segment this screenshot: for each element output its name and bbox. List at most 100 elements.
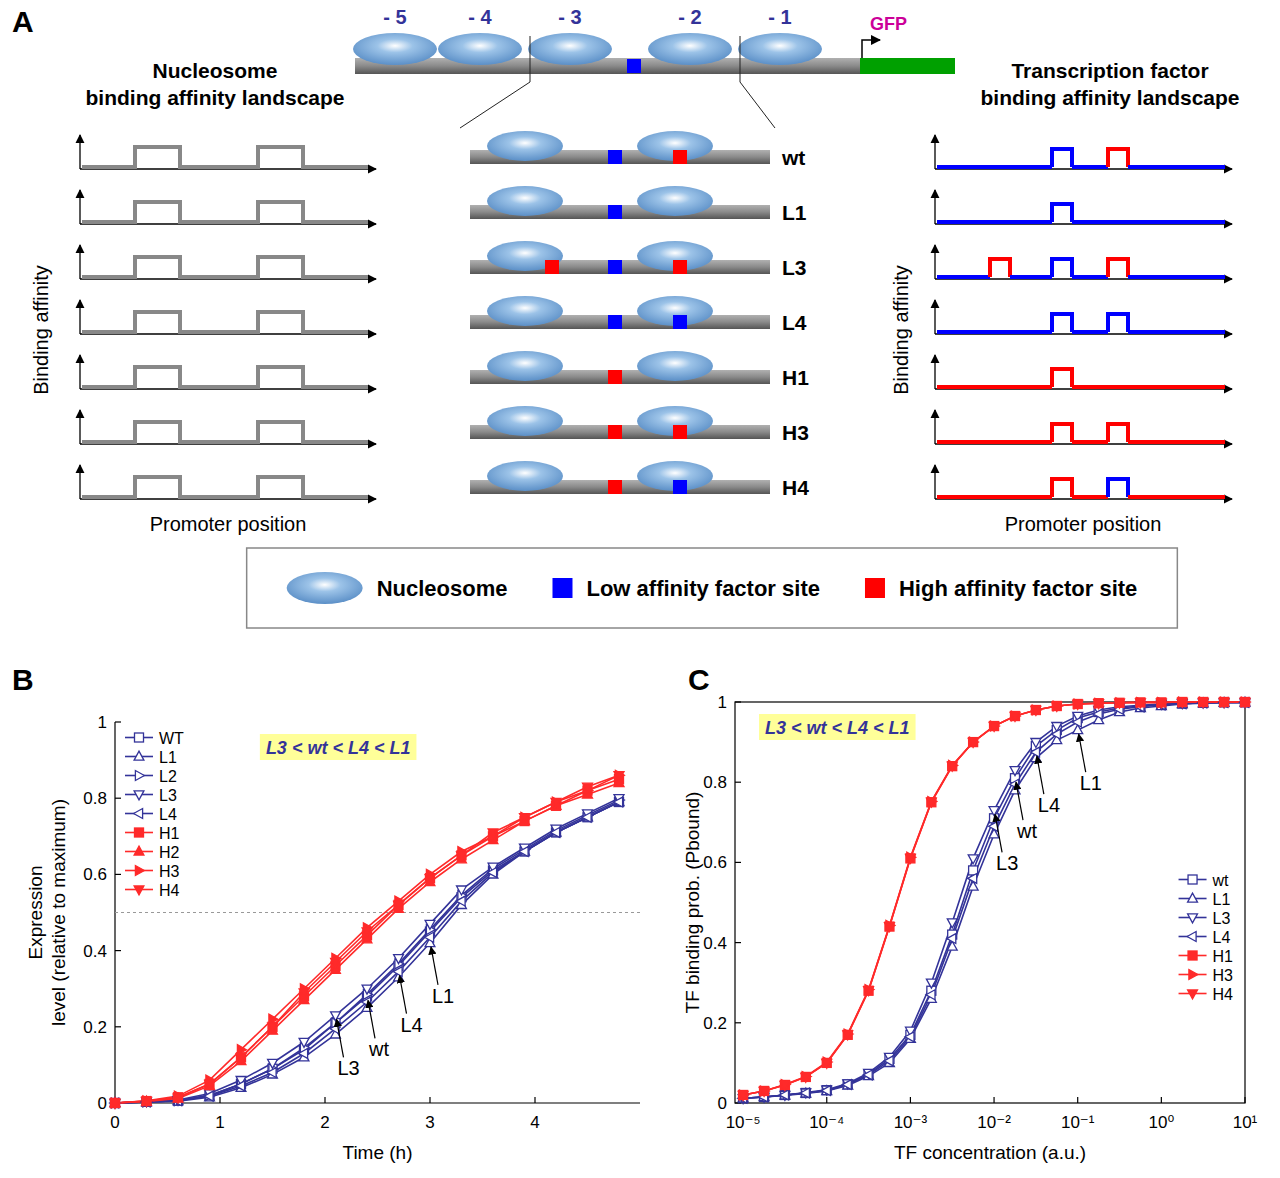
marker — [425, 920, 435, 929]
marker — [990, 722, 999, 731]
series-line — [115, 798, 619, 1103]
zoom-line — [460, 82, 530, 128]
nucleosome — [648, 33, 732, 65]
marker — [969, 738, 978, 747]
y-tick-label: 1 — [718, 693, 727, 712]
tf-landscape — [937, 440, 1052, 444]
marker — [111, 1099, 120, 1108]
x-tick-label: 10⁻¹ — [1061, 1113, 1095, 1132]
plot-frame — [735, 702, 1245, 1103]
marker — [821, 1086, 830, 1096]
tf-landscape — [937, 275, 990, 279]
axis-line — [79, 135, 80, 169]
y-tick — [735, 782, 741, 783]
nucleosome — [487, 351, 563, 381]
y-tick-label: 0 — [98, 1094, 107, 1113]
marker — [1198, 698, 1208, 707]
marker — [780, 1081, 790, 1090]
marker — [394, 955, 404, 964]
y-tick-label: 0 — [718, 1094, 727, 1113]
axis-line — [79, 245, 80, 279]
x-tick-label: 10⁻⁵ — [726, 1113, 761, 1132]
y-tick-label: 0.8 — [703, 773, 727, 792]
tf-landscape — [937, 220, 1052, 224]
marker — [331, 958, 341, 967]
annotation-arrow — [368, 1000, 375, 1038]
x-tick-label: 10¹ — [1233, 1113, 1258, 1132]
x-tick — [826, 1097, 827, 1103]
legend-label: H1 — [159, 825, 180, 842]
nucleosome-label: - 3 — [558, 6, 581, 28]
x-tick — [1077, 1097, 1078, 1103]
legend-label: H4 — [159, 882, 180, 899]
x-tick — [534, 1097, 535, 1103]
tf-landscape — [1072, 275, 1108, 279]
nucleosome — [487, 296, 563, 326]
tf-landscape — [1128, 275, 1225, 279]
legend-key — [865, 578, 885, 598]
marker — [457, 852, 467, 861]
marker — [947, 762, 957, 771]
marker — [1051, 729, 1060, 739]
marker — [1219, 698, 1229, 707]
tf-landscape-peak — [990, 259, 1010, 277]
marker — [583, 783, 593, 792]
row-label: L3 — [782, 256, 807, 279]
nucleosome-landscape — [82, 422, 368, 442]
legend-label: H2 — [159, 844, 180, 861]
annotation-arrow — [400, 976, 407, 1014]
y-tick — [115, 721, 121, 722]
marker — [780, 1090, 789, 1099]
tf-landscape — [1072, 330, 1108, 334]
marker — [739, 1090, 748, 1099]
marker — [488, 829, 498, 838]
marker — [299, 1038, 309, 1047]
marker — [1136, 698, 1145, 707]
x-tick-label: 4 — [530, 1113, 539, 1132]
marker — [110, 1099, 120, 1108]
tf-landscape — [937, 330, 1052, 334]
tf-landscape-peak — [1052, 259, 1072, 277]
annotation-label: wt — [1016, 820, 1037, 842]
annotation-label: L4 — [1038, 794, 1060, 816]
marker — [268, 1023, 278, 1032]
marker — [614, 797, 623, 807]
y-tick — [735, 942, 741, 943]
x-tick — [1161, 1097, 1162, 1103]
row-label: wt — [781, 146, 805, 169]
y-tick — [115, 798, 121, 799]
marker — [843, 1080, 853, 1089]
y-tick-label: 0.6 — [703, 853, 727, 872]
marker — [331, 1012, 341, 1021]
marker — [1115, 698, 1124, 707]
marker — [1199, 698, 1208, 707]
marker — [299, 1049, 308, 1059]
axis-line — [79, 300, 80, 334]
annotation-arrow — [431, 947, 438, 985]
marker — [135, 828, 144, 837]
series-line — [115, 802, 619, 1103]
tf-landscape-peak — [1108, 314, 1128, 332]
panel-title: Transcription factorbinding affinity lan… — [980, 59, 1239, 109]
marker — [926, 798, 936, 807]
axis-line — [934, 245, 935, 279]
tf-landscape — [937, 495, 1052, 499]
marker — [926, 990, 935, 1000]
nucleosome — [438, 33, 522, 65]
nucleosome-landscape — [82, 202, 368, 222]
marker — [142, 1097, 151, 1106]
nucleosome — [637, 351, 713, 381]
marker — [1094, 699, 1103, 708]
row-label: L1 — [782, 201, 807, 224]
x-tick-label: 2 — [320, 1113, 329, 1132]
marker — [1011, 712, 1020, 721]
annotation-arrow — [1079, 734, 1086, 772]
annotation-label: wt — [368, 1038, 389, 1060]
marker — [111, 1099, 120, 1108]
legend-label: Low affinity factor site — [586, 576, 819, 601]
marker — [1241, 698, 1250, 707]
marker — [822, 1086, 832, 1095]
nucleosome — [738, 33, 822, 65]
plot-area — [110, 770, 625, 1108]
marker — [842, 1080, 851, 1090]
